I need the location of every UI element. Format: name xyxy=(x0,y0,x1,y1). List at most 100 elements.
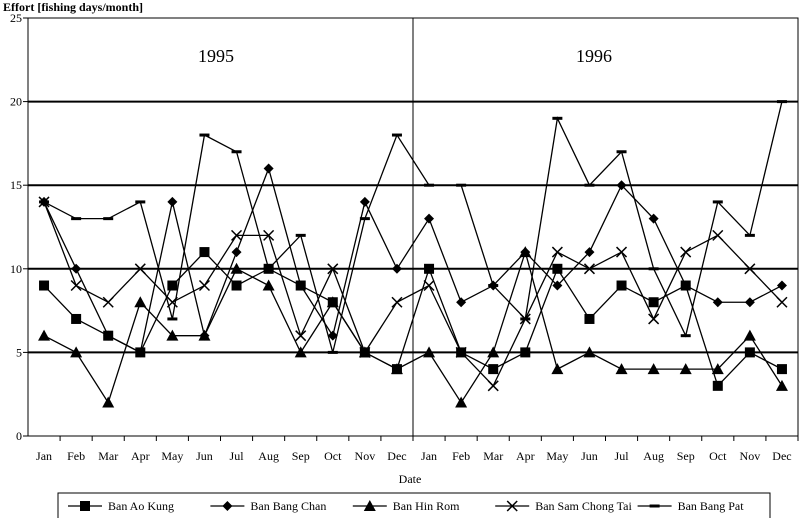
x-tick-label: Aug xyxy=(643,449,664,463)
data-point-ban-hin-rom xyxy=(262,279,275,291)
data-point-ban-ao-kung xyxy=(616,280,627,291)
x-tick-label: Jul xyxy=(230,449,245,463)
data-point-ban-sam-chong-tai xyxy=(423,279,435,292)
series-line-ban-hin-rom xyxy=(43,249,783,405)
data-point-ban-hin-rom xyxy=(775,379,788,391)
year-label-1996: 1996 xyxy=(576,46,612,66)
data-point-ban-hin-rom xyxy=(294,346,307,358)
data-point-ban-ao-kung xyxy=(552,263,563,274)
data-point-ban-hin-rom xyxy=(423,346,436,358)
data-point-ban-sam-chong-tai xyxy=(648,313,660,325)
legend-marker-ban-bang-chan xyxy=(222,501,233,511)
legend-item-ban-hin-rom: Ban Hin Rom xyxy=(352,499,460,513)
legend-label-ban-bang-chan: Ban Bang Chan xyxy=(250,499,326,513)
data-point-ban-hin-rom xyxy=(615,363,628,375)
legend-label-ban-bang-pat: Ban Bang Pat xyxy=(678,499,745,513)
legend-label-ban-hin-rom: Ban Hin Rom xyxy=(393,499,460,513)
data-point-ban-ao-kung xyxy=(648,297,659,308)
x-tick-label: Aug xyxy=(258,449,279,463)
x-tick-label: May xyxy=(546,449,568,463)
data-point-ban-bang-chan xyxy=(231,247,242,258)
data-point-ban-bang-chan xyxy=(359,196,370,207)
data-point-ban-bang-chan xyxy=(295,280,306,291)
data-point-ban-sam-chong-tai xyxy=(102,296,114,308)
x-tick-label: Nov xyxy=(740,449,761,463)
x-tick-label: Jan xyxy=(421,449,437,463)
data-point-ban-ao-kung xyxy=(744,347,755,358)
data-point-ban-sam-chong-tai xyxy=(776,296,788,308)
data-point-ban-sam-chong-tai xyxy=(487,380,499,392)
data-point-ban-bang-chan xyxy=(167,196,178,207)
series-ban-hin-rom xyxy=(38,246,788,408)
data-point-ban-hin-rom xyxy=(390,363,403,375)
data-point-ban-bang-chan xyxy=(648,213,659,224)
data-point-ban-hin-rom xyxy=(455,396,468,408)
data-point-ban-bang-chan xyxy=(424,213,435,224)
x-tick-label: Nov xyxy=(355,449,376,463)
data-point-ban-ao-kung xyxy=(584,313,595,324)
data-point-ban-bang-chan xyxy=(744,297,755,308)
data-point-ban-sam-chong-tai xyxy=(744,263,756,275)
x-tick-label: Dec xyxy=(387,449,406,463)
x-tick-label: Jun xyxy=(196,449,213,463)
data-point-ban-sam-chong-tai xyxy=(616,246,628,258)
x-tick-label: May xyxy=(161,449,183,463)
grid-group: 0 5 10 15 20 25 Jan Feb Mar Apr May Jun Jul Aug Sep Oct… xyxy=(10,11,799,463)
y-tick-label: 20 xyxy=(10,95,22,109)
x-tick-label: Jan xyxy=(36,449,52,463)
data-point-ban-bang-chan xyxy=(616,180,627,191)
y-tick-label: 10 xyxy=(10,262,22,276)
x-tick-label: Dec xyxy=(772,449,791,463)
x-tick-label: Oct xyxy=(709,449,727,463)
legend-marker-ban-sam-chong-tai xyxy=(506,500,518,512)
series-ban-sam-chong-tai xyxy=(38,196,788,392)
data-point-ban-bang-chan xyxy=(391,263,402,274)
x-tick-label: Apr xyxy=(516,449,535,463)
legend: Ban Ao Kung Ban Bang Chan Ban Hin Rom Ban S… xyxy=(57,492,771,520)
data-point-ban-bang-chan xyxy=(776,280,787,291)
data-point-ban-hin-rom xyxy=(647,363,660,375)
legend-marker-ban-hin-rom xyxy=(363,500,376,511)
data-point-ban-ao-kung xyxy=(231,280,242,291)
data-point-ban-hin-rom xyxy=(166,329,179,341)
data-point-ban-ao-kung xyxy=(39,280,50,291)
data-point-ban-hin-rom xyxy=(583,346,596,358)
legend-label-ban-ao-kung: Ban Ao Kung xyxy=(108,499,174,513)
data-point-ban-sam-chong-tai xyxy=(680,246,692,258)
series-ban-bang-pat xyxy=(39,100,787,354)
data-point-ban-sam-chong-tai xyxy=(198,279,210,292)
x-tick-label: Feb xyxy=(67,449,85,463)
data-point-ban-ao-kung xyxy=(424,263,435,274)
data-point-ban-ao-kung xyxy=(488,364,499,375)
legend-marker-ban-ao-kung xyxy=(80,501,90,511)
x-axis-label: Date xyxy=(399,472,422,486)
y-axis-label: Effort [fishing days/month] xyxy=(3,0,143,14)
data-point-ban-ao-kung xyxy=(712,380,723,391)
data-point-ban-sam-chong-tai xyxy=(391,296,403,308)
data-point-ban-hin-rom xyxy=(326,296,339,308)
data-point-ban-sam-chong-tai xyxy=(263,229,275,241)
y-tick-label: 15 xyxy=(10,178,22,192)
data-point-ban-sam-chong-tai xyxy=(295,330,307,342)
x-tick-label: Oct xyxy=(324,449,342,463)
legend-item-ban-ao-kung: Ban Ao Kung xyxy=(68,499,174,513)
x-tick-label: Sep xyxy=(292,449,310,463)
legend-item-ban-bang-chan: Ban Bang Chan xyxy=(210,499,326,513)
data-point-ban-hin-rom xyxy=(198,329,211,341)
data-point-ban-sam-chong-tai xyxy=(551,246,563,258)
series-line-ban-bang-chan xyxy=(43,166,783,354)
data-point-ban-hin-rom xyxy=(70,346,83,358)
legend-label-ban-sam-chong-tai: Ban Sam Chong Tai xyxy=(535,499,632,513)
y-tick-label: 0 xyxy=(16,429,22,443)
data-point-ban-ao-kung xyxy=(199,247,210,258)
data-point-ban-sam-chong-tai xyxy=(134,263,146,275)
x-tick-label: Mar xyxy=(483,449,503,463)
data-point-ban-hin-rom xyxy=(230,262,243,274)
year-label-1995: 1995 xyxy=(198,46,234,66)
data-point-ban-sam-chong-tai xyxy=(327,263,339,275)
data-point-ban-sam-chong-tai xyxy=(231,229,243,241)
y-tick-label: 25 xyxy=(10,11,22,25)
data-point-ban-hin-rom xyxy=(134,296,147,308)
data-point-ban-bang-chan xyxy=(263,163,274,174)
